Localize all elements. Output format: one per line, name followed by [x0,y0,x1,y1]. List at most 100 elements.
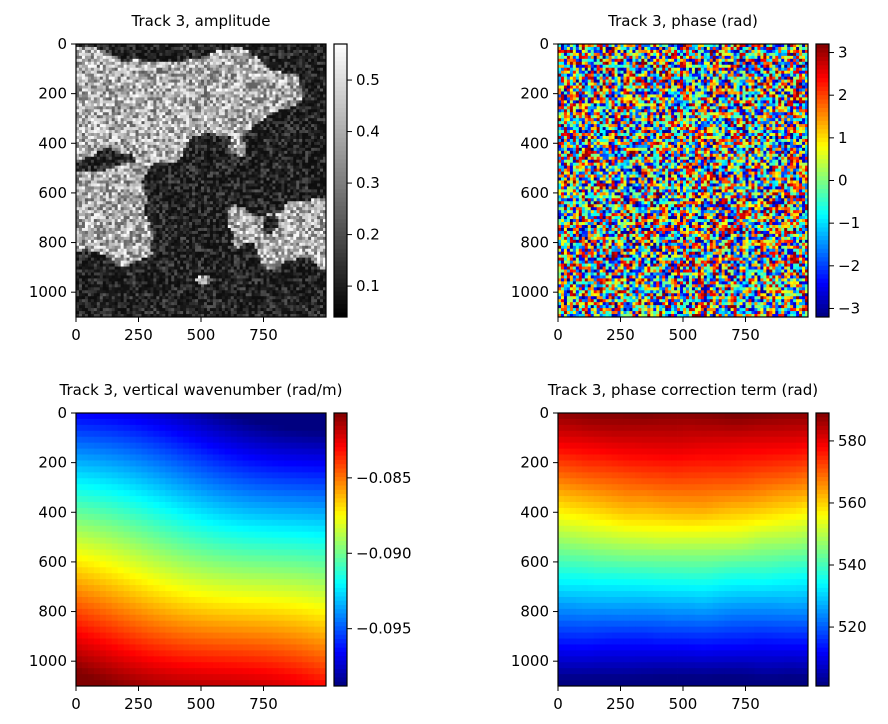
heatmap-cell [230,213,235,217]
heatmap-cell [126,135,130,140]
heatmap-cell [272,64,276,69]
heatmap-cell [266,55,270,60]
heatmap-cell [233,189,238,193]
heatmap-cell [129,91,133,95]
heatmap-cell [102,103,107,107]
heatmap-cell [296,195,300,199]
heatmap-cell [99,55,104,60]
heatmap-cell [239,118,244,122]
heatmap-cell [320,124,324,128]
heatmap-cell [287,55,291,60]
heatmap-cell [266,82,270,86]
heatmap-cell [156,159,160,164]
heatmap-cell [206,171,211,175]
heatmap-cell [105,115,110,119]
heatmap-cell [308,198,312,202]
heatmap-cell [165,106,169,110]
heatmap-cell [156,121,160,125]
heatmap-cell [281,118,285,122]
heatmap-cell [248,67,252,72]
heatmap-cell [141,153,145,158]
heatmap-cell [147,162,151,167]
heatmap-cell [203,144,208,149]
heatmap-cell [192,103,196,107]
heatmap-cell [296,210,300,214]
heatmap-cell [165,82,169,86]
heatmap-cell [144,46,148,51]
heatmap-cell [320,171,324,175]
heatmap-cell [254,109,258,113]
heatmap-cell [108,97,113,101]
heatmap-cell [150,162,154,167]
heatmap-cell [111,207,116,211]
heatmap-cell [81,213,86,217]
heatmap-cell [230,49,235,54]
heatmap-cell [251,115,255,119]
heatmap-cell [284,135,288,140]
heatmap-cell [162,189,166,193]
heatmap-cell [248,165,252,170]
heatmap-cell [278,138,282,143]
heatmap-cell [305,97,309,101]
heatmap-cell [323,97,327,101]
heatmap-cell [105,88,110,92]
heatmap-cell [81,127,86,131]
heatmap-cell [114,112,119,116]
heatmap-cell [153,115,157,119]
heatmap-cell [96,115,101,119]
heatmap-cell [296,64,300,69]
heatmap-cell [135,55,139,60]
heatmap-cell [275,156,279,161]
heatmap-cell [215,153,220,158]
heatmap-cell [132,121,136,125]
heatmap-cell [147,180,151,184]
heatmap-cell [272,49,276,54]
heatmap-cell [314,109,318,113]
heatmap-cell [129,186,133,190]
heatmap-cell [212,171,217,175]
heatmap-cell [183,124,187,128]
heatmap-cell [317,147,321,152]
heatmap-cell [84,150,89,155]
heatmap-cell [132,118,136,122]
heatmap-cell [233,192,238,196]
heatmap-cell [195,82,199,86]
heatmap-cell [254,133,258,137]
heatmap-cell [201,195,205,199]
heatmap-cell [114,216,119,220]
heatmap-cell [272,70,276,75]
heatmap-cell [215,61,220,66]
heatmap-cell [111,133,116,137]
heatmap-cell [323,147,327,152]
heatmap-cell [177,138,181,143]
heatmap-cell [257,44,261,48]
heatmap-cell [308,192,312,196]
heatmap-cell [198,124,202,128]
heatmap-cell [198,118,202,122]
heatmap-cell [236,46,241,51]
heatmap-cell [245,141,250,146]
heatmap-cell [198,153,202,158]
heatmap-cell [177,52,181,57]
heatmap-cell [233,64,238,69]
heatmap-cell [177,100,181,104]
heatmap-cell [239,147,244,152]
heatmap-cell [108,174,113,178]
heatmap-cell [248,97,252,101]
heatmap-cell [90,159,95,164]
heatmap-cell [153,183,157,187]
heatmap-cell [296,135,300,140]
heatmap-cell [189,138,193,143]
heatmap-cell [81,159,86,164]
heatmap-cell [263,61,267,66]
heatmap-cell [81,100,86,104]
heatmap-cell [195,216,199,220]
heatmap-cell [132,219,136,223]
heatmap-cell [87,147,92,152]
heatmap-cell [195,52,199,57]
heatmap-cell [192,156,196,161]
heatmap-cell [239,133,244,137]
heatmap-cell [93,106,98,110]
heatmap-cell [186,162,190,167]
heatmap-cell [189,204,193,208]
